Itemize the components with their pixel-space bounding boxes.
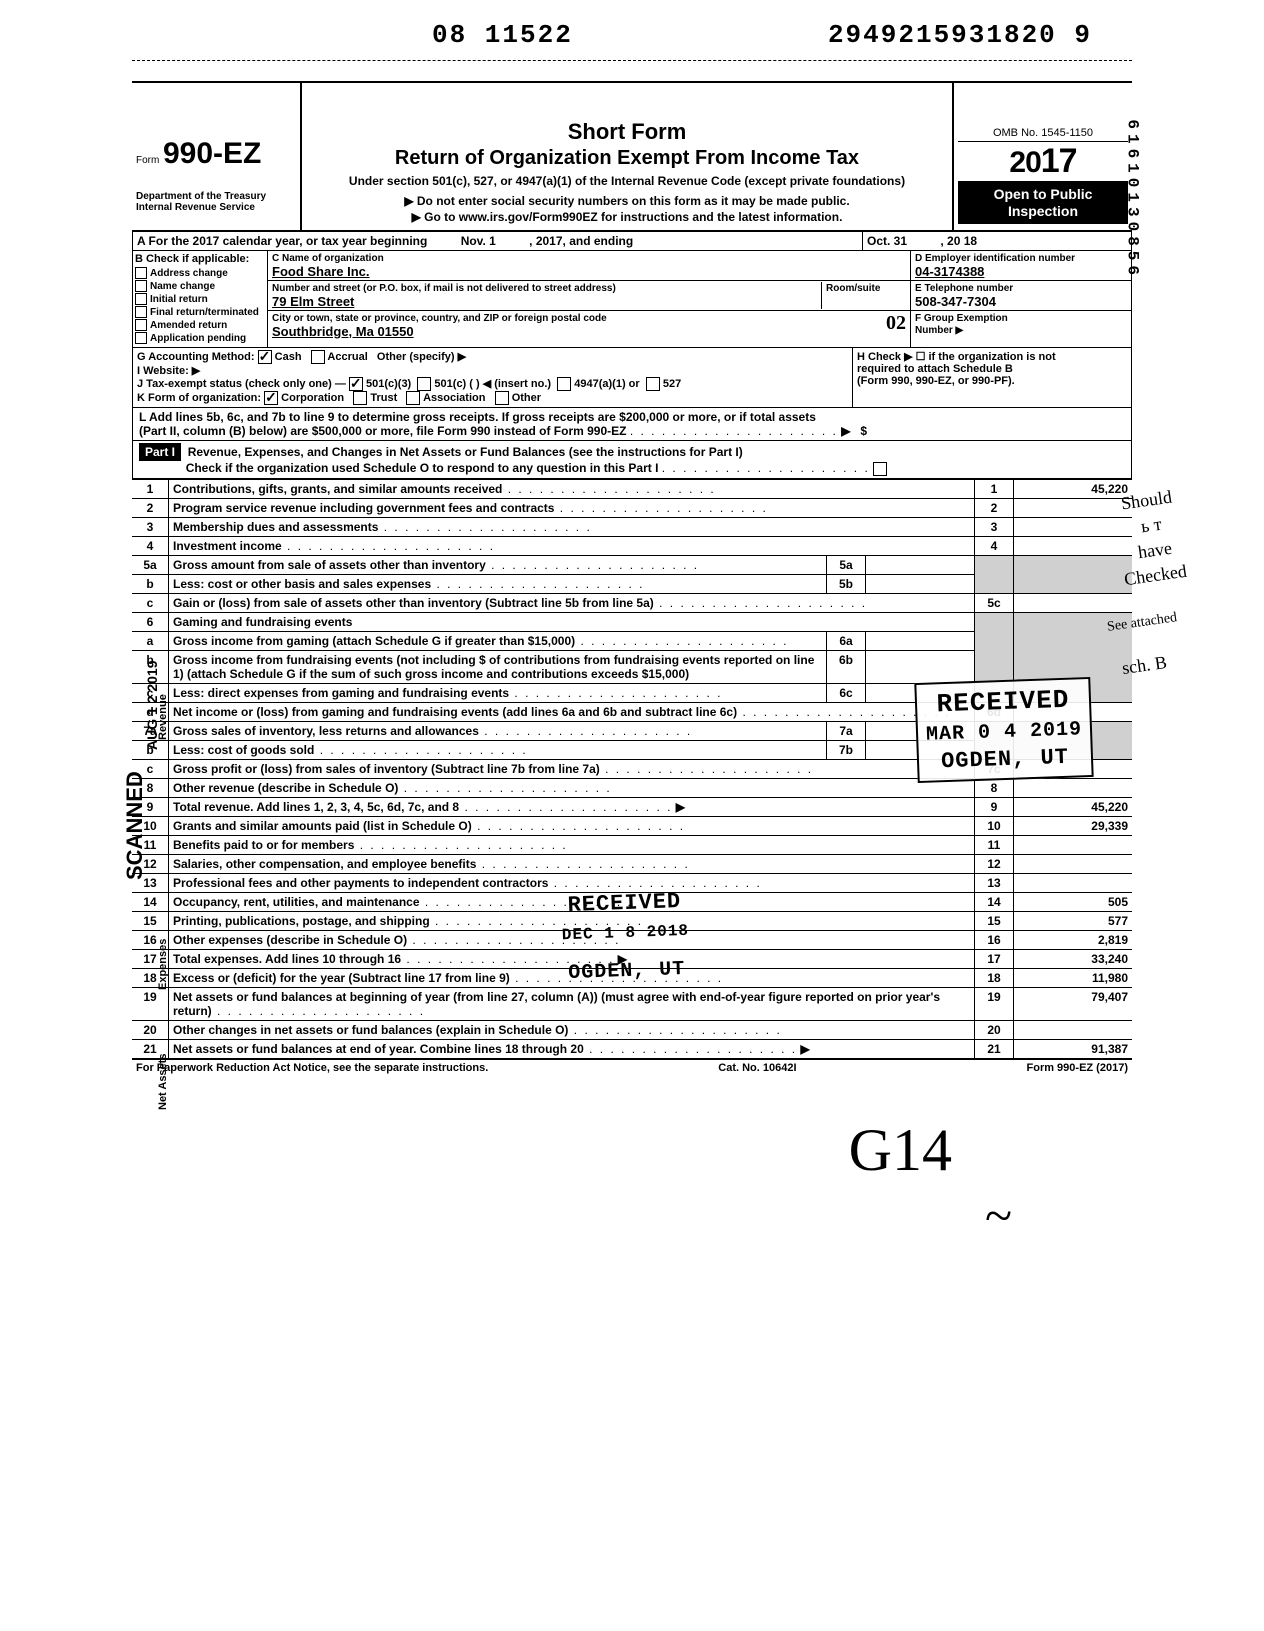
hand-iot: ь т [1140, 514, 1163, 538]
c-city-value: Southbridge, Ma 01550 [272, 324, 414, 339]
signature2: ~ [985, 1186, 1012, 1244]
dept-irs: Internal Revenue Service [136, 202, 296, 213]
cb-name-change[interactable] [135, 280, 147, 292]
c-room-label: Room/suite [826, 283, 880, 294]
cb-trust[interactable] [353, 391, 367, 405]
part1-label: Part I [139, 443, 181, 461]
cb-app-pending[interactable] [135, 332, 147, 344]
footer: For Paperwork Reduction Act Notice, see … [132, 1059, 1132, 1076]
col-b: B Check if applicable: Address change Na… [133, 251, 268, 347]
row-l: L Add lines 5b, 6c, and 7b to line 9 to … [132, 408, 1132, 441]
d-label: D Employer identification number [915, 253, 1075, 264]
part1-check: Check if the organization used Schedule … [186, 461, 659, 475]
row-a: A For the 2017 calendar year, or tax yea… [132, 232, 1132, 251]
inspection-box: Open to Public Inspection [958, 182, 1128, 224]
form-word: Form [136, 155, 159, 166]
j-label: J Tax-exempt status (check only one) — [137, 378, 346, 390]
e-value: 508-347-7304 [915, 294, 996, 309]
scanned-label: SCANNED [122, 771, 148, 880]
c-name-value: Food Share Inc. [272, 264, 370, 279]
vertical-code: 61610130856 [1124, 119, 1142, 280]
c-street-label: Number and street (or P.O. box, if mail … [272, 283, 616, 294]
cb-accrual[interactable] [311, 350, 325, 364]
c-name-label: C Name of organization [272, 253, 384, 264]
part1-title: Revenue, Expenses, and Changes in Net As… [188, 445, 743, 459]
i-website: I Website: ▶ [137, 364, 848, 377]
revenue-label: Revenue [157, 694, 169, 740]
cb-final-return[interactable] [135, 306, 147, 318]
cb-assoc[interactable] [406, 391, 420, 405]
cb-4947[interactable] [557, 377, 571, 391]
header-right: OMB No. 1545-1150 2017 Open to Public In… [952, 83, 1132, 230]
cb-cash[interactable] [258, 350, 272, 364]
form-header: Form 990-EZ Department of the Treasury I… [132, 81, 1132, 232]
tax-year: 2017 [958, 142, 1128, 182]
dept-treasury: Department of the Treasury [136, 191, 296, 202]
row-g-h: G Accounting Method: Cash Accrual Other … [132, 348, 1132, 408]
cb-part1-scho[interactable] [873, 462, 887, 476]
cb-amended[interactable] [135, 319, 147, 331]
notice-ssn: ▶ Do not enter social security numbers o… [308, 194, 946, 208]
part1-header-row: Part I Revenue, Expenses, and Changes in… [132, 441, 1132, 479]
cb-corp[interactable] [264, 391, 278, 405]
row-a-label: A For the 2017 calendar year, or tax yea… [137, 234, 427, 248]
k-label: K Form of organization: [137, 392, 261, 404]
top-right-number: 2949215931820 9 [828, 20, 1092, 50]
top-number-row: 08 11522 2949215931820 9 [132, 20, 1132, 61]
header-center: Short Form Return of Organization Exempt… [302, 83, 952, 230]
form-number: 990-EZ [163, 137, 261, 170]
signature-area: G14 ~ [132, 1076, 1132, 1326]
notice-url: ▶ Go to www.irs.gov/Form990EZ for instru… [308, 210, 946, 224]
g-label: G Accounting Method: [137, 351, 255, 363]
row-a-end: Oct. 31 [867, 234, 907, 248]
cb-501c3[interactable] [349, 377, 363, 391]
col-c: C Name of organization Food Share Inc. N… [268, 251, 911, 347]
col-b-header: B Check if applicable: [135, 253, 265, 265]
f-label2: Number ▶ [915, 325, 963, 336]
under-section: Under section 501(c), 527, or 4947(a)(1)… [308, 174, 946, 188]
footer-mid: Cat. No. 10642I [718, 1062, 796, 1074]
row-a-mid: , 2017, and ending [529, 234, 633, 248]
signature: G14 [849, 1116, 952, 1185]
lines-table: 1Contributions, gifts, grants, and simil… [132, 479, 1132, 1059]
cb-other[interactable] [495, 391, 509, 405]
hand-have: have [1137, 538, 1174, 564]
col-def: D Employer identification number 04-3174… [911, 251, 1131, 347]
f-label: F Group Exemption [915, 313, 1008, 324]
cb-address-change[interactable] [135, 267, 147, 279]
footer-right: Form 990-EZ (2017) [1027, 1062, 1128, 1074]
omb-number: OMB No. 1545-1150 [958, 127, 1128, 142]
section-b-c-d: B Check if applicable: Address change Na… [132, 251, 1132, 348]
row-a-endyear: , 20 18 [940, 234, 977, 248]
c-street-value: 79 Elm Street [272, 294, 354, 309]
form-page: 61610130856 08 11522 2949215931820 9 For… [132, 20, 1132, 1326]
h-box: H Check ▶ ☐ if the organization is not r… [852, 348, 1131, 407]
expenses-label: Expenses [157, 939, 169, 990]
header-left: Form 990-EZ Department of the Treasury I… [132, 83, 302, 230]
cb-527[interactable] [646, 377, 660, 391]
c-city-label: City or town, state or province, country… [272, 313, 607, 324]
cb-501c[interactable] [417, 377, 431, 391]
e-label: E Telephone number [915, 283, 1013, 294]
footer-left: For Paperwork Reduction Act Notice, see … [136, 1062, 488, 1074]
d-value: 04-3174388 [915, 264, 984, 279]
top-left-number: 08 11522 [432, 20, 573, 50]
short-form-label: Short Form [308, 119, 946, 145]
row-a-begin: Nov. 1 [461, 234, 496, 248]
form-title: Return of Organization Exempt From Incom… [308, 147, 946, 170]
hand-checked: Checked [1123, 561, 1188, 591]
cb-initial-return[interactable] [135, 293, 147, 305]
